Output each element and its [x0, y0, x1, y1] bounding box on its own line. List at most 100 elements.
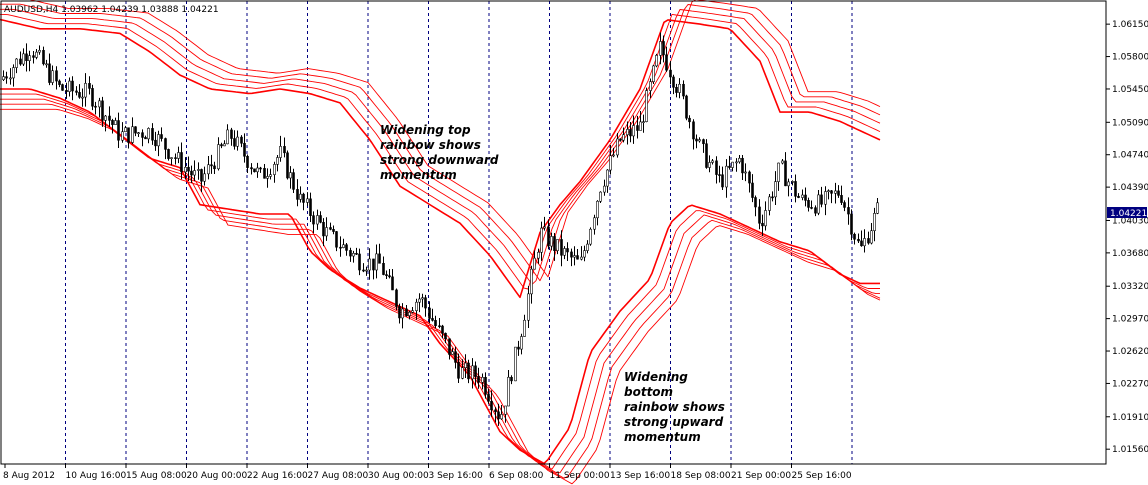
candle-body [834, 190, 837, 194]
candle-body [441, 325, 444, 334]
candle-body [484, 377, 487, 395]
y-axis: 1.06150 1.05800 1.05450 1.05090 1.04740 1.043… [1106, 20, 1148, 455]
candle-body [678, 83, 681, 93]
candle-body [28, 55, 31, 61]
candle-body [329, 227, 332, 230]
candle-body [151, 128, 154, 141]
candle-body [596, 200, 599, 219]
candle-body [474, 365, 477, 377]
candle-body [51, 70, 54, 83]
candle-body [725, 165, 728, 188]
candle-body [35, 51, 38, 58]
candle-body [761, 222, 764, 227]
candle-body [454, 351, 457, 363]
last-price-label: 1.04221 [1110, 209, 1147, 219]
candle-body [550, 236, 553, 247]
rainbow-bands [0, 0, 881, 485]
candle-body [200, 169, 203, 182]
candle-body [9, 77, 12, 80]
candle-body [774, 181, 777, 198]
candle-body [415, 301, 418, 311]
candle-body [847, 207, 850, 215]
candle-body [662, 41, 665, 56]
candle-body [543, 226, 546, 229]
candle-body [754, 197, 757, 208]
candle-body [457, 362, 460, 379]
candle-body [576, 255, 579, 260]
candle-body [236, 136, 239, 147]
candle-body [827, 190, 830, 192]
y-tick-label: 1.01560 [1112, 445, 1148, 455]
x-tick-label: 30 Aug 00:00 [368, 471, 429, 481]
candle-body [180, 152, 183, 173]
candle-body [814, 207, 817, 214]
top-rainbow-line [0, 3, 881, 282]
annotation-line: momentum [380, 168, 457, 182]
candle-body [316, 215, 319, 225]
x-tick-label: 27 Aug 08:00 [308, 471, 369, 481]
candle-body [217, 144, 220, 170]
x-tick-label: 8 Aug 2012 [3, 471, 55, 481]
candle-body [612, 154, 615, 157]
candle-body [68, 80, 71, 92]
candle-body [233, 138, 236, 147]
annotation-line: strong downward [380, 153, 499, 167]
candle-body [213, 165, 216, 170]
chart-title: AUDUSD,H4 1.03962 1.04239 1.03888 1.0422… [4, 5, 219, 15]
candle-body [375, 253, 378, 271]
candle-body [94, 105, 97, 108]
candle-body [751, 182, 754, 198]
candle-body [42, 50, 45, 65]
candle-body [830, 190, 833, 194]
candle-body [382, 262, 385, 275]
candle-body [626, 129, 629, 136]
candle-body [629, 129, 632, 137]
candle-body [38, 50, 41, 53]
candle-body [494, 409, 497, 413]
bottom-rainbow-line [0, 108, 881, 485]
candle-body [461, 367, 464, 379]
candle-body [771, 196, 774, 199]
candle-body [675, 86, 678, 93]
candle-body [547, 226, 550, 247]
candle-body [517, 346, 520, 350]
candle-body [276, 157, 279, 165]
candle-body [405, 308, 408, 316]
candle-body [424, 297, 427, 309]
candle-body [240, 136, 243, 144]
candle-body [22, 53, 25, 65]
candle-body [131, 126, 134, 143]
candle-body [101, 100, 104, 121]
candle-body [368, 258, 371, 271]
candle-body [850, 213, 853, 235]
candle-body [718, 174, 721, 176]
candle-body [715, 160, 718, 175]
candle-body [121, 131, 124, 141]
candle-body [688, 117, 691, 123]
annotation-line: Widening [624, 370, 688, 384]
candle-body [230, 129, 233, 139]
candle-body [220, 144, 223, 147]
candle-body [533, 257, 536, 270]
candle-body [735, 161, 738, 164]
candle-body [157, 134, 160, 147]
candle-body [398, 306, 401, 319]
candle-body [312, 215, 315, 225]
candle-body [777, 162, 780, 182]
candle-body [649, 81, 652, 91]
candle-body [111, 120, 114, 125]
x-tick-label: 25 Sep 16:00 [792, 471, 852, 481]
candle-body [190, 170, 193, 176]
y-tick-label: 1.05800 [1112, 53, 1148, 63]
candle-body [593, 217, 596, 230]
candle-body [801, 194, 804, 198]
candle-body [837, 190, 840, 196]
candle-body [418, 298, 421, 303]
candle-body [448, 338, 451, 355]
candle-body [306, 198, 309, 203]
annotation-line: rainbow shows [380, 138, 481, 152]
candle-body [520, 336, 523, 350]
